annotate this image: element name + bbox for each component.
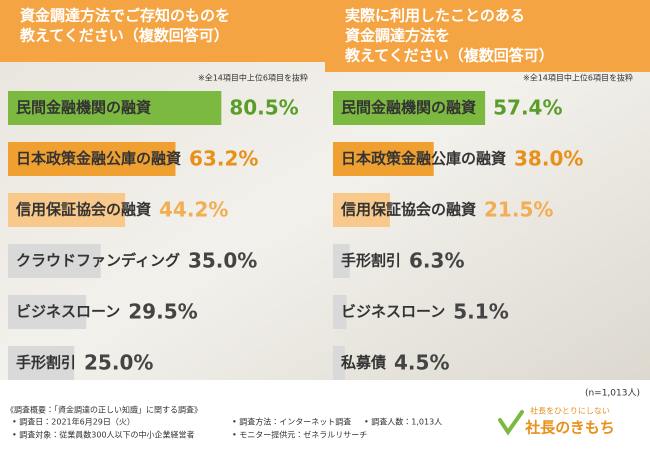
category-label: 民間金融機関の融資 — [341, 99, 476, 117]
value-label: 44.2% — [159, 198, 228, 222]
value-label: 63.2% — [189, 147, 258, 171]
bar — [8, 295, 87, 329]
footer-item: • 調査方法：インターネット調査 — [232, 417, 351, 427]
bar — [333, 91, 486, 125]
footer-heading: 《調査概要：「資金調達の正しい知識」に関する調査》 — [6, 405, 202, 415]
category-label: ビジネスローン — [341, 303, 445, 321]
note: ※全14項目中上位6項目を抜粋 — [198, 73, 308, 83]
logo-mark — [498, 410, 524, 436]
category-label: 日本政策金融公庫の融資 — [341, 150, 506, 168]
footer-item: • モニター提供元：ゼネラルリサーチ — [232, 430, 367, 440]
value-label: 80.5% — [229, 96, 298, 120]
logo-tagline: 社長をひとりにしない — [530, 406, 610, 416]
category-label: クラウドファンディング — [16, 252, 180, 270]
note: ※全14項目中上位6項目を抜粋 — [523, 73, 633, 83]
bar — [8, 244, 101, 278]
chart-title: 教えてください（複数回答可） — [19, 27, 229, 45]
category-label: 信用保証協会の融資 — [15, 201, 151, 219]
bar — [333, 346, 345, 380]
value-label: 6.3% — [409, 249, 464, 273]
value-label: 38.0% — [514, 147, 583, 171]
chart-title: 教えてください（複数回答可） — [344, 47, 554, 65]
value-label: 35.0% — [188, 249, 257, 273]
chart-title: 資金調達方法でご存知のものを — [20, 7, 230, 25]
bar — [8, 142, 176, 176]
footer-item: • 調査人数：1,013人 — [364, 417, 442, 427]
category-label: 私募債 — [341, 354, 386, 372]
chart-title: 実際に利用したことのある — [345, 7, 525, 25]
value-label: 29.5% — [128, 300, 197, 324]
chart-title: 資金調達方法を — [345, 27, 450, 45]
value-label: 21.5% — [484, 198, 553, 222]
bar — [8, 193, 126, 227]
footer-item: • 調査対象：従業員数300人以下の中小企業経営者 — [12, 430, 195, 440]
category-label: 信用保証協会の融資 — [340, 201, 476, 219]
header-right — [325, 0, 650, 72]
category-label: 日本政策金融公庫の融資 — [16, 150, 181, 168]
header-left — [0, 0, 325, 62]
bar — [8, 91, 222, 125]
bar — [333, 244, 350, 278]
bar — [333, 295, 347, 329]
value-label: 5.1% — [453, 300, 508, 324]
logo: 社長のきもち — [524, 419, 615, 437]
category-label: 民間金融機関の融資 — [16, 99, 151, 117]
value-label: 57.4% — [493, 96, 562, 120]
category-label: 手形割引 — [16, 354, 76, 372]
category-label: 手形割引 — [341, 252, 401, 270]
bar — [8, 346, 75, 380]
footer-item: • 調査日：2021年6月29日（火） — [12, 417, 135, 427]
category-label: ビジネスローン — [16, 303, 120, 321]
annotation: (n=1,013人) — [585, 389, 640, 399]
bar — [333, 142, 434, 176]
bar — [333, 193, 390, 227]
value-label: 4.5% — [394, 351, 449, 375]
footer-panel — [0, 380, 650, 449]
footer: 《調査概要：「資金調達の正しい知識」に関する調査》 • 調査日：2021年6月29… — [6, 405, 615, 440]
value-label: 25.0% — [84, 351, 153, 375]
